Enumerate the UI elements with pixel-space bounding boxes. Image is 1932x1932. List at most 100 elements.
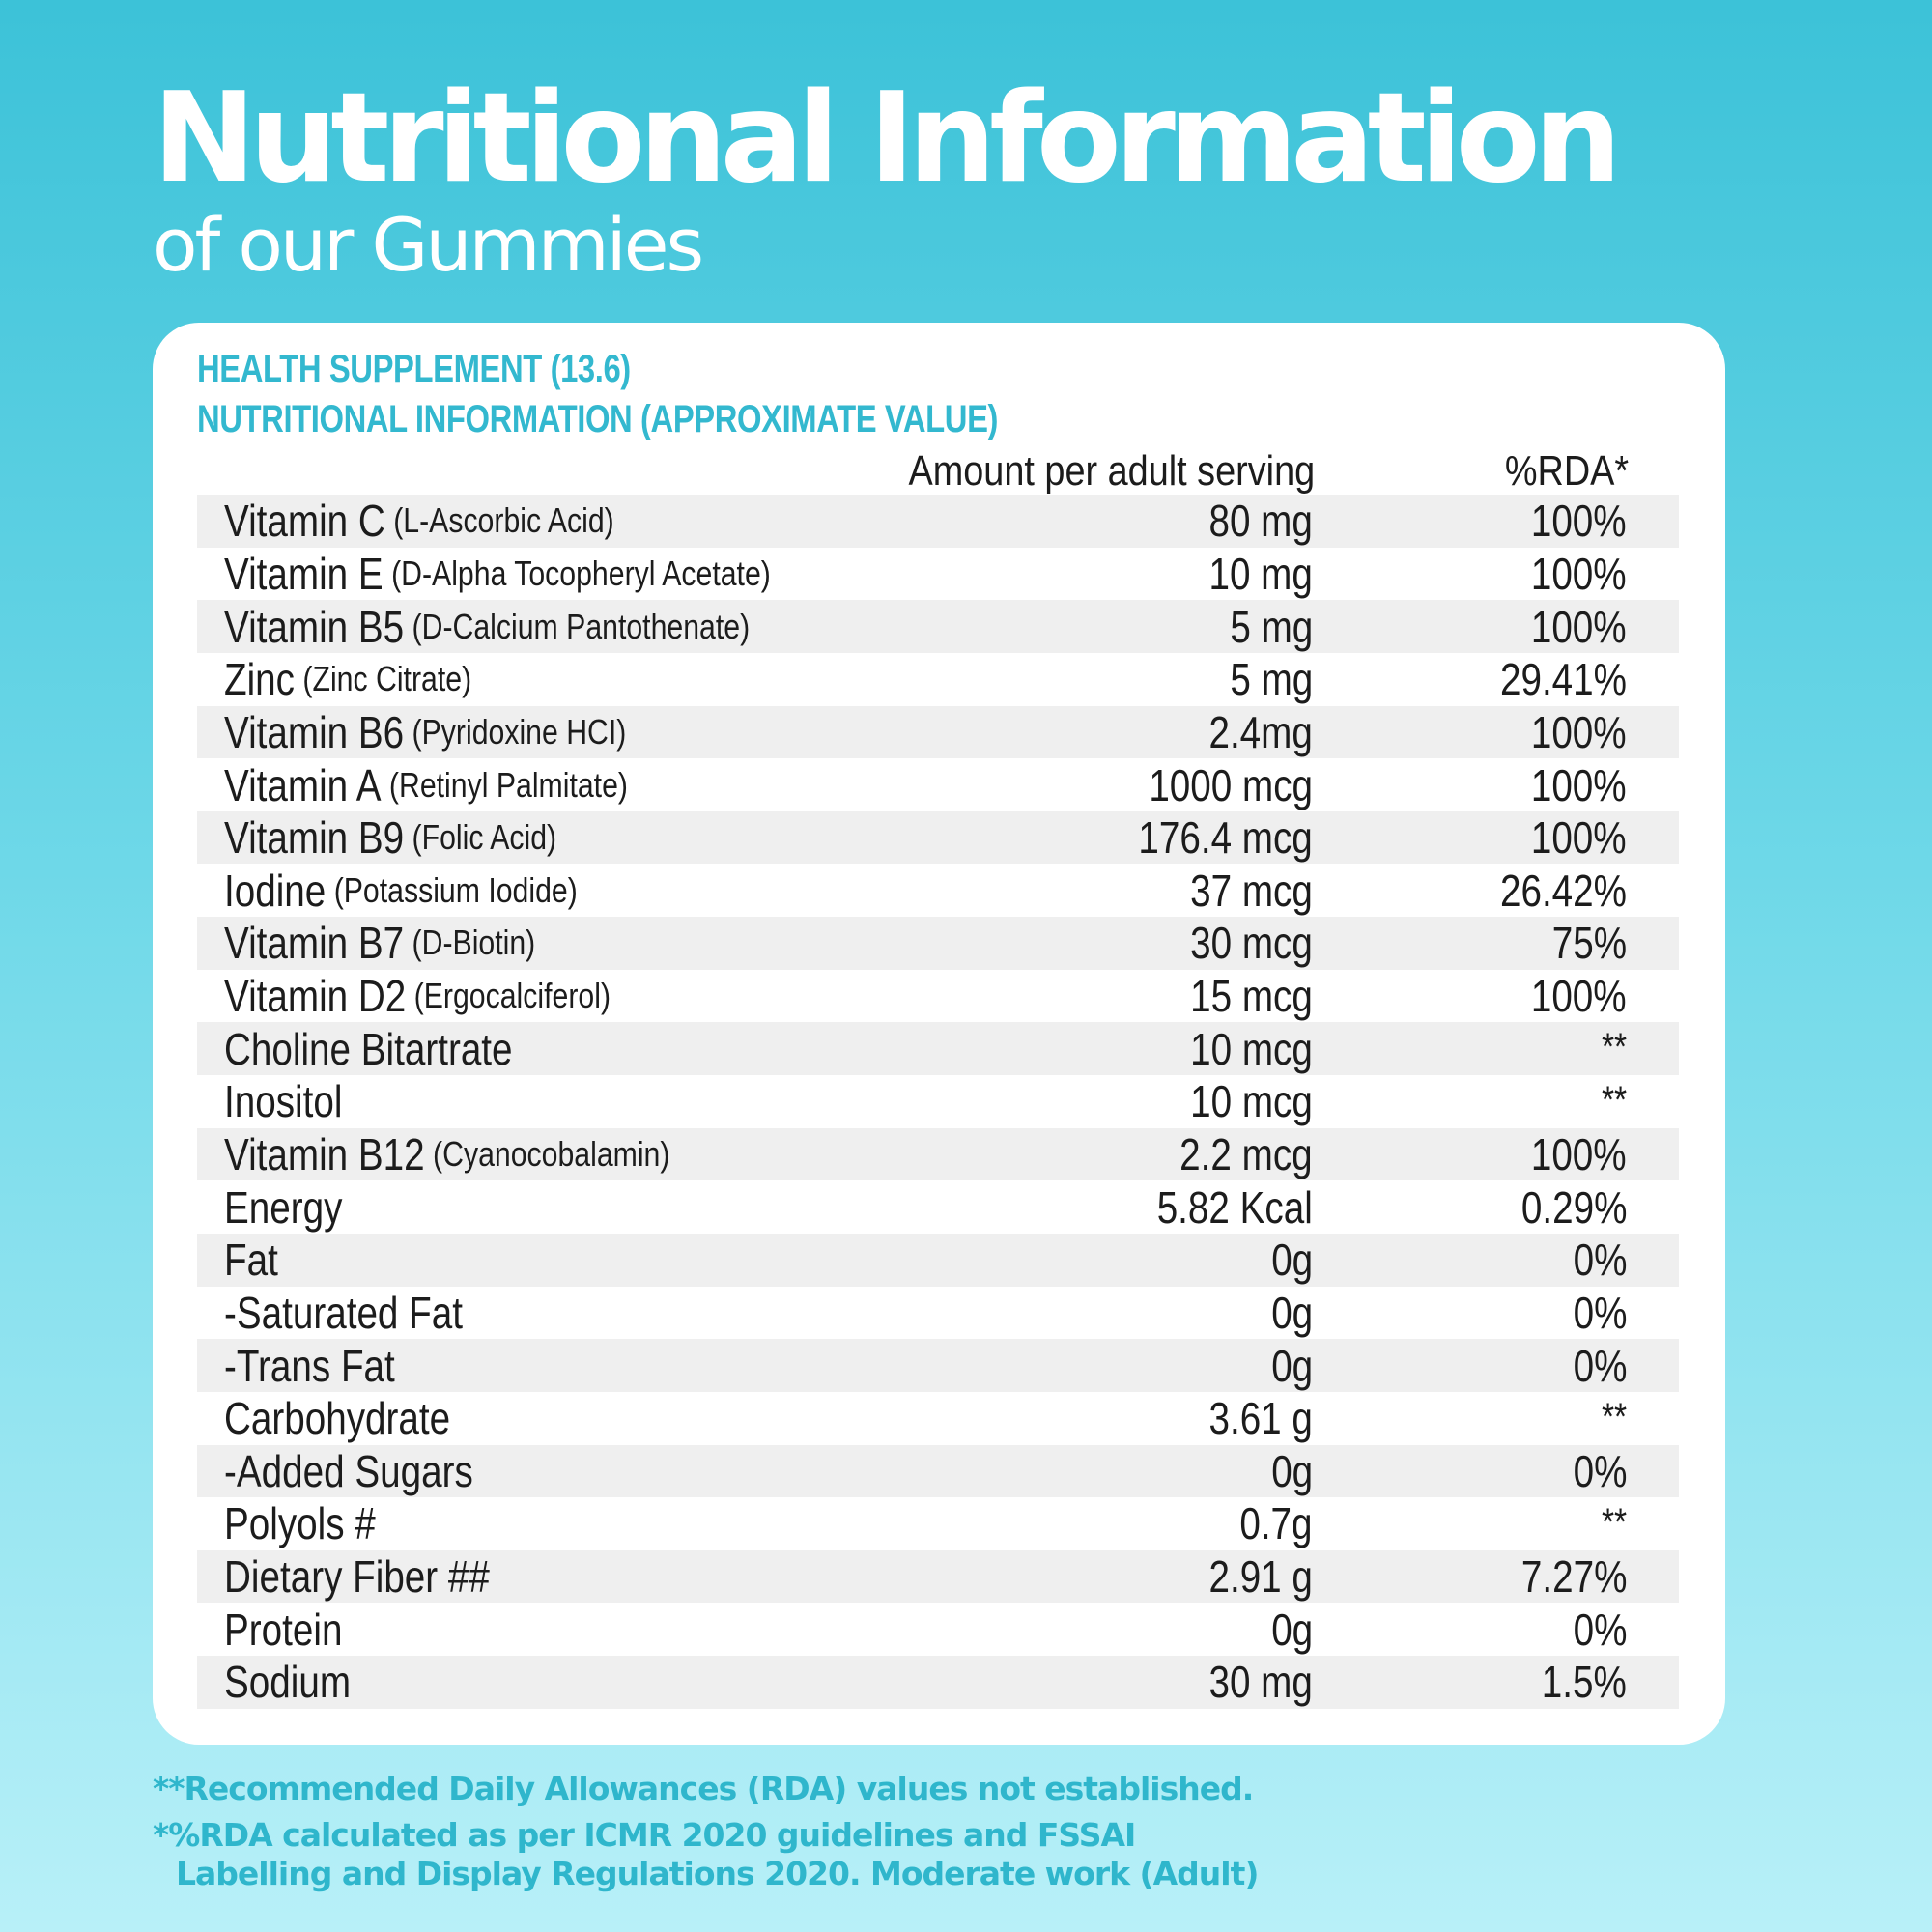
nutrient-name: Protein — [224, 1604, 343, 1655]
nutrient-rda: 7.27% — [1520, 1551, 1627, 1603]
nutrient-amount: 2.4mg — [1208, 706, 1313, 757]
table-row: Protein 0g 0% — [197, 1603, 1679, 1656]
nutrient-name: Vitamin B6 — [224, 706, 405, 757]
footnote-rda-calculation: *%RDA calculated as per ICMR 2020 guidel… — [153, 1816, 1136, 1854]
nutrient-rda: 100% — [1531, 706, 1627, 757]
nutrient-source: (Folic Acid) — [412, 817, 557, 858]
nutrient-rda: ** — [1601, 1501, 1627, 1545]
table-row: Vitamin B12 (Cyanocobalamin) 2.2 mcg 100% — [197, 1127, 1679, 1181]
table-row: Vitamin A (Retinyl Palmitate) 1000 mcg 100% — [197, 758, 1679, 811]
nutrient-name-cell: Zinc (Zinc Citrate) — [224, 653, 471, 706]
table-row: -Saturated Fat 0g 0% — [197, 1287, 1679, 1340]
card-heading-line2: NUTRITIONAL INFORMATION (APPROXIMATE VAL… — [197, 398, 999, 440]
nutrient-amount: 10 mg — [1208, 548, 1313, 599]
nutrient-rda: ** — [1601, 1395, 1627, 1438]
nutrient-amount: 0g — [1271, 1287, 1313, 1338]
nutrient-name: Dietary Fiber ## — [224, 1551, 490, 1603]
footnote-rda-calculation-cont: Labelling and Display Regulations 2020. … — [176, 1855, 1259, 1892]
page-title: Nutritional Information — [153, 67, 1622, 211]
table-row: Carbohydrate 3.61 g ** — [197, 1392, 1679, 1445]
nutrient-rda: 100% — [1531, 1129, 1627, 1179]
nutrient-name-cell: Vitamin E (D-Alpha Tocopheryl Acetate) — [224, 548, 771, 601]
nutrient-rda: 0% — [1573, 1340, 1627, 1391]
table-row: Iodine (Potassium Iodide) 37 mcg 26.42% — [197, 864, 1679, 917]
nutrient-name-cell: Choline Bitartrate — [224, 1022, 513, 1075]
table-row: Vitamin B7 (D-Biotin) 30 mcg 75% — [197, 917, 1679, 970]
nutrient-amount: 0g — [1271, 1340, 1313, 1391]
table-row: Zinc (Zinc Citrate) 5 mg 29.41% — [197, 653, 1679, 706]
nutrient-source: (D-Calcium Pantothenate) — [412, 606, 751, 646]
nutrient-source: (D-Alpha Tocopheryl Acetate) — [391, 553, 771, 593]
nutrient-amount: 2.91 g — [1208, 1551, 1313, 1603]
nutrient-name-cell: -Added Sugars — [224, 1445, 473, 1498]
nutrient-name-cell: Vitamin B12 (Cyanocobalamin) — [224, 1128, 669, 1181]
nutrient-rda: 0% — [1573, 1235, 1627, 1286]
nutrition-table: Vitamin C (L-Ascorbic Acid) 80 mg 100% Vitam… — [197, 495, 1679, 1709]
nutrient-amount: 30 mg — [1208, 1657, 1313, 1708]
nutrition-card: HEALTH SUPPLEMENT (13.6) NUTRITIONAL INF… — [153, 323, 1725, 1745]
card-heading: HEALTH SUPPLEMENT (13.6) NUTRITIONAL INF… — [197, 344, 998, 444]
nutrient-amount: 30 mcg — [1190, 918, 1313, 969]
nutrient-rda: 100% — [1531, 971, 1627, 1022]
nutrient-rda: 0% — [1573, 1604, 1627, 1655]
nutrient-name-cell: Sodium — [224, 1656, 351, 1709]
nutrient-amount: 80 mg — [1208, 496, 1313, 547]
nutrient-name-cell: Vitamin B5 (D-Calcium Pantothenate) — [224, 600, 750, 653]
table-row: Choline Bitartrate 10 mcg ** — [197, 1022, 1679, 1076]
nutrient-rda: 100% — [1531, 759, 1627, 810]
nutrient-rda: 0% — [1573, 1287, 1627, 1338]
nutrient-name-cell: Fat — [224, 1234, 278, 1287]
page-subtitle: of our Gummies — [153, 202, 704, 288]
nutrient-name-cell: -Trans Fat — [224, 1339, 395, 1392]
table-row: Vitamin D2 (Ergocalciferol) 15 mcg 100% — [197, 970, 1679, 1023]
nutrient-rda: 0.29% — [1520, 1181, 1627, 1233]
nutrient-name: Vitamin C — [224, 496, 385, 547]
nutrient-name: Choline Bitartrate — [224, 1023, 513, 1074]
nutrient-amount: 10 mcg — [1190, 1023, 1313, 1074]
nutrient-rda: 100% — [1531, 601, 1627, 652]
table-row: Energy 5.82 Kcal 0.29% — [197, 1180, 1679, 1234]
column-header-rda: %RDA* — [1504, 447, 1629, 495]
nutrient-name: Polyols # — [224, 1498, 376, 1549]
nutrient-name: -Trans Fat — [224, 1340, 395, 1391]
nutrient-rda: 1.5% — [1541, 1657, 1627, 1708]
table-row: Inositol 10 mcg ** — [197, 1075, 1679, 1128]
nutrient-name: Carbohydrate — [224, 1393, 451, 1444]
nutrient-amount: 15 mcg — [1190, 971, 1313, 1022]
nutrient-amount: 1000 mcg — [1149, 759, 1313, 810]
nutrient-name-cell: Inositol — [224, 1075, 342, 1128]
nutrient-source: (Zinc Citrate) — [302, 659, 472, 699]
nutrient-amount: 0g — [1271, 1445, 1313, 1496]
nutrient-rda: 100% — [1531, 496, 1627, 547]
nutrient-rda: ** — [1601, 1026, 1627, 1069]
nutrient-name-cell: Iodine (Potassium Iodide) — [224, 864, 578, 917]
nutrient-rda: 100% — [1531, 548, 1627, 599]
nutrient-amount: 10 mcg — [1190, 1076, 1313, 1127]
nutrient-source: (Cyanocobalamin) — [433, 1134, 670, 1174]
nutrient-name-cell: Dietary Fiber ## — [224, 1550, 490, 1604]
footnotes: **Recommended Daily Allowances (RDA) val… — [153, 1770, 1259, 1893]
nutrient-name-cell: Vitamin B7 (D-Biotin) — [224, 917, 535, 970]
table-row: Sodium 30 mg 1.5% — [197, 1656, 1679, 1709]
nutrient-source: (Pyridoxine HCI) — [412, 711, 627, 752]
nutrient-name-cell: Vitamin B6 (Pyridoxine HCI) — [224, 706, 626, 759]
nutrient-name: Fat — [224, 1235, 278, 1286]
page-header: Nutritional Information of our Gummies — [153, 67, 1622, 288]
nutrient-amount: 3.61 g — [1208, 1393, 1313, 1444]
nutrient-name: Vitamin B9 — [224, 812, 405, 864]
nutrient-name: Vitamin D2 — [224, 971, 407, 1022]
nutrient-name-cell: Vitamin C (L-Ascorbic Acid) — [224, 495, 614, 548]
nutrient-name: Sodium — [224, 1657, 352, 1708]
nutrient-name: Inositol — [224, 1076, 343, 1127]
table-row: Vitamin C (L-Ascorbic Acid) 80 mg 100% — [197, 495, 1679, 548]
nutrient-name: Vitamin B7 — [224, 918, 405, 969]
nutrient-source: (Ergocalciferol) — [413, 976, 611, 1016]
table-row: Vitamin B6 (Pyridoxine HCI) 2.4mg 100% — [197, 705, 1679, 759]
nutrient-name-cell: Vitamin B9 (Folic Acid) — [224, 811, 556, 865]
nutrient-rda: 26.42% — [1499, 865, 1627, 916]
nutrient-name: -Added Sugars — [224, 1445, 473, 1496]
nutrient-source: (Retinyl Palmitate) — [388, 764, 628, 805]
nutrient-rda: ** — [1601, 1079, 1627, 1122]
nutrient-name-cell: Vitamin A (Retinyl Palmitate) — [224, 758, 628, 811]
table-row: Polyols # 0.7g ** — [197, 1497, 1679, 1550]
